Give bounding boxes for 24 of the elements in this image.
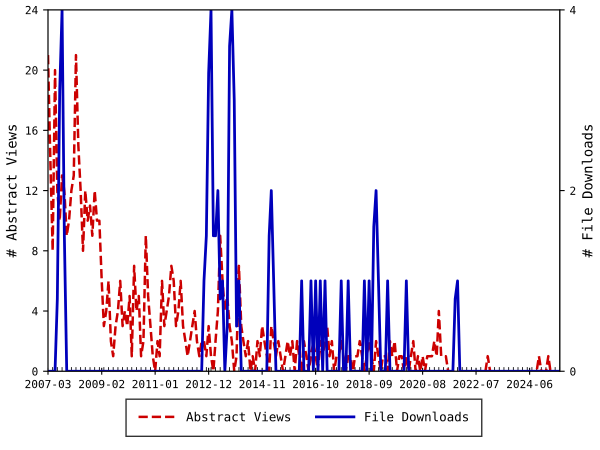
x-tick-label: 2012-12 — [186, 380, 232, 388]
y-tick-label: 0 — [32, 367, 38, 376]
y-tick-label: 4 — [32, 307, 38, 316]
x-tick-label: 2022-07 — [453, 380, 499, 388]
y-tick-label: 8 — [32, 246, 38, 256]
legend-label: Abstract Views — [186, 412, 290, 422]
y2-tick-label: 0 — [570, 367, 576, 376]
x-tick-label: 2007-03 — [25, 380, 71, 388]
legend-label: File Downloads — [365, 412, 468, 422]
x-tick-label: 2014-11 — [240, 380, 285, 388]
y-tick-label: 12 — [26, 186, 38, 195]
y-axis-title: # Abstract Views — [6, 125, 17, 258]
x-tick-label: 2009-02 — [79, 380, 124, 388]
x-tick-label: 2011-01 — [132, 380, 178, 388]
x-tick-label: 2024-06 — [507, 380, 552, 388]
x-tick-label: 2018-09 — [346, 380, 392, 388]
y2-tick-label: 2 — [570, 186, 576, 195]
y2-tick-label: 4 — [570, 6, 576, 14]
y-tick-label: 20 — [26, 66, 38, 75]
x-tick-label: 2016-10 — [293, 380, 338, 388]
y-tick-label: 16 — [26, 126, 38, 135]
y2-axis-title: # File Downloads — [582, 125, 593, 258]
y-tick-label: 24 — [26, 6, 38, 14]
x-tick-label: 2020-08 — [400, 380, 446, 388]
